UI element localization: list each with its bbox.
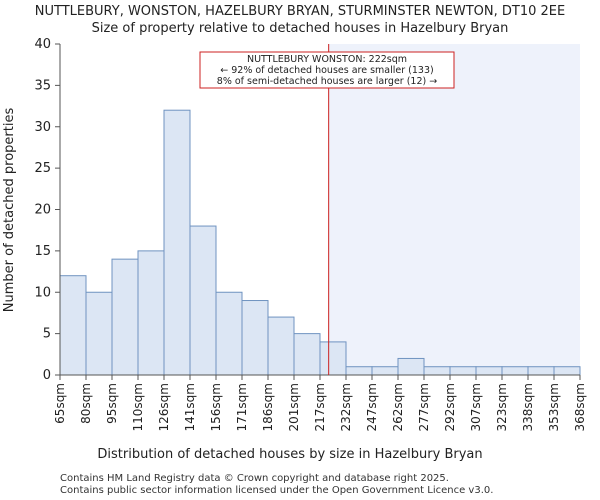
x-tick-label: 323sqm — [495, 383, 509, 431]
chart-title: NUTTLEBURY, WONSTON, HAZELBURY BRYAN, ST… — [34, 4, 566, 19]
x-tick-label: 65sqm — [53, 383, 67, 424]
y-tick-label: 40 — [34, 37, 51, 52]
annotation-line: 8% of semi-detached houses are larger (1… — [217, 76, 437, 87]
bar — [501, 366, 529, 376]
x-axis-label: Distribution of detached houses by size … — [97, 447, 482, 462]
bar — [111, 258, 139, 376]
bar — [397, 357, 425, 376]
x-tick-label: 201sqm — [287, 383, 301, 431]
x-tick-label: 338sqm — [521, 383, 535, 431]
x-tick-label: 353sqm — [547, 383, 561, 431]
x-tick-label: 368sqm — [573, 383, 587, 431]
bar — [553, 366, 581, 376]
bar — [267, 316, 295, 376]
y-tick-label: 10 — [34, 285, 51, 300]
x-tick-label: 156sqm — [209, 383, 223, 431]
x-tick-label: 232sqm — [339, 383, 353, 431]
x-tick-label: 307sqm — [469, 383, 483, 431]
y-axis-label: Number of detached properties — [2, 108, 17, 313]
x-tick-label: 126sqm — [157, 383, 171, 431]
y-tick-label: 5 — [43, 327, 51, 342]
x-tick-label: 186sqm — [261, 383, 275, 431]
bar — [293, 333, 321, 376]
y-tick-label: 30 — [34, 120, 51, 135]
bar — [59, 275, 87, 376]
bar — [527, 366, 555, 376]
bar — [241, 300, 269, 376]
chart-subtitle: Size of property relative to detached ho… — [91, 21, 509, 36]
bar — [189, 225, 217, 376]
bar — [137, 250, 165, 376]
highlight-region — [328, 44, 580, 375]
annotation-box — [199, 51, 455, 89]
y-tick-label: 15 — [34, 244, 51, 259]
x-tick-label: 80sqm — [79, 383, 93, 424]
bar — [345, 366, 373, 376]
footer-line-1: Contains HM Land Registry data © Crown c… — [60, 473, 449, 484]
x-tick-label: 247sqm — [365, 383, 379, 431]
footer-line-2: Contains public sector information licen… — [60, 485, 494, 496]
x-tick-label: 217sqm — [313, 383, 327, 431]
x-tick-label: 292sqm — [443, 383, 457, 431]
bar — [371, 366, 399, 376]
x-tick-label: 262sqm — [391, 383, 405, 431]
x-tick-label: 95sqm — [105, 383, 119, 424]
x-tick-label: 110sqm — [131, 383, 145, 431]
x-tick-label: 171sqm — [235, 383, 249, 431]
y-tick-label: 35 — [34, 78, 51, 93]
bar — [215, 291, 243, 376]
bar — [85, 291, 113, 376]
bar — [423, 366, 451, 376]
bar — [449, 366, 477, 376]
x-tick-label: 141sqm — [183, 383, 197, 431]
y-tick-label: 25 — [34, 161, 51, 176]
annotation-line: NUTTLEBURY WONSTON: 222sqm — [247, 54, 407, 65]
y-tick-label: 20 — [34, 203, 51, 218]
bar — [163, 109, 191, 376]
bar — [475, 366, 503, 376]
x-tick-label: 277sqm — [417, 383, 431, 431]
y-tick-label: 0 — [43, 368, 51, 383]
bar — [319, 341, 347, 376]
annotation-line: ← 92% of detached houses are smaller (13… — [220, 65, 433, 76]
